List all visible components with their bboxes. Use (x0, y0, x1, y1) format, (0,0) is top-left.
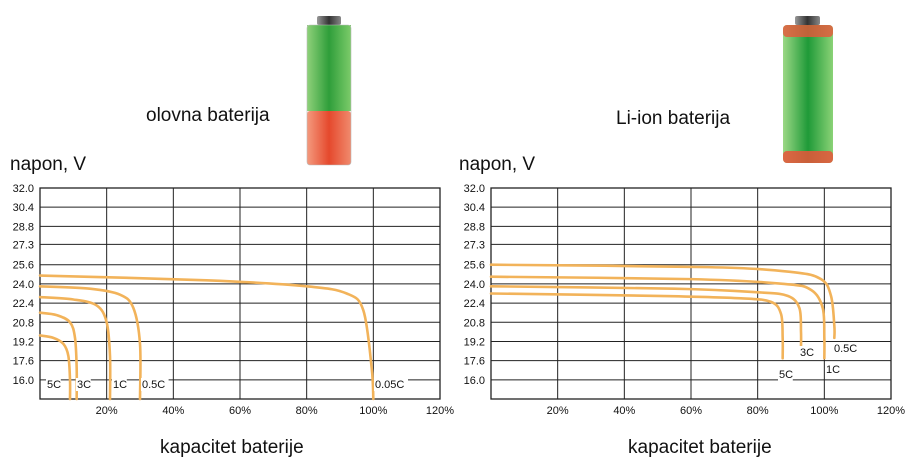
y-tick-label: 32.0 (464, 183, 485, 195)
series-label: 5C (779, 369, 793, 381)
x-tick-label: 80% (296, 405, 318, 417)
x-tick-label: 40% (162, 405, 184, 417)
x-tick-label: 60% (229, 405, 251, 417)
series-label-bg (46, 378, 61, 391)
series-line-1C (38, 295, 112, 401)
series-label: 3C (800, 347, 814, 359)
series-label: 3C (77, 379, 91, 391)
series-line-1C (489, 275, 826, 360)
series-label: 0.5C (142, 379, 165, 391)
y-tick-label: 25.6 (13, 260, 34, 272)
series-label: 1C (826, 364, 840, 376)
series-line-0_05C (38, 274, 375, 401)
series-label: 1C (113, 379, 127, 391)
series-label-bg (799, 346, 814, 359)
series-line-3C (38, 311, 79, 401)
y-tick-label: 16.0 (464, 375, 485, 387)
x-tick-label: 60% (680, 405, 702, 417)
series-label-bg (141, 378, 169, 391)
x-tick-label: 120% (426, 405, 454, 417)
series-label: 5C (47, 379, 61, 391)
x-axis-label: kapacitet baterije (160, 437, 304, 458)
chart-title: olovna baterija (146, 105, 270, 126)
series-label-bg (825, 363, 840, 376)
y-tick-label: 22.4 (464, 298, 485, 310)
y-tick-label: 19.2 (13, 336, 34, 348)
y-tick-label: 32.0 (13, 183, 34, 195)
y-tick-label: 30.4 (13, 202, 34, 214)
chart-title: Li-ion baterija (616, 108, 730, 129)
x-tick-label: 80% (747, 405, 769, 417)
series-label: 0.05C (375, 379, 404, 391)
series-label: 0.5C (834, 343, 857, 355)
x-tick-label: 100% (810, 405, 838, 417)
y-tick-label: 20.8 (464, 317, 485, 329)
y-tick-label: 17.6 (13, 356, 34, 368)
x-tick-label: 20% (547, 405, 569, 417)
lead-acid-battery-icon (306, 16, 352, 166)
y-tick-label: 19.2 (464, 336, 485, 348)
y-tick-label: 22.4 (13, 298, 34, 310)
x-axis-label: kapacitet baterije (628, 437, 772, 458)
y-axis-label: napon, V (10, 154, 86, 175)
li-ion-chart: Li-ion baterija napon, V kapacitet baterij… (459, 108, 905, 458)
series-label-bg (374, 378, 408, 391)
lead-acid-chart: olovna baterija napon, V kapacitet baterij… (10, 105, 454, 458)
y-tick-label: 25.6 (464, 260, 485, 272)
x-tick-label: 120% (877, 405, 905, 417)
series-line-5C (489, 292, 785, 360)
y-tick-label: 17.6 (464, 356, 485, 368)
x-tick-label: 40% (613, 405, 635, 417)
y-tick-label: 27.3 (464, 239, 485, 251)
y-tick-label: 28.8 (13, 221, 34, 233)
series-label-bg (778, 368, 793, 381)
series-label-bg (76, 378, 91, 391)
series-line-0_5C (489, 263, 836, 340)
y-tick-label: 16.0 (13, 375, 34, 387)
series-line-0_5C (38, 285, 142, 401)
series-label-bg (112, 378, 127, 391)
x-tick-label: 100% (359, 405, 387, 417)
x-tick-label: 20% (96, 405, 118, 417)
y-axis-label: napon, V (459, 154, 535, 175)
y-tick-label: 20.8 (13, 317, 34, 329)
y-tick-label: 28.8 (464, 221, 485, 233)
y-tick-label: 24.0 (13, 279, 34, 291)
li-ion-battery-icon (783, 16, 833, 163)
y-tick-label: 30.4 (464, 202, 485, 214)
series-label-bg (833, 342, 861, 355)
series-line-3C (489, 285, 803, 349)
y-tick-label: 27.3 (13, 239, 34, 251)
y-tick-label: 24.0 (464, 279, 485, 291)
plot-frame (39, 187, 441, 400)
series-line-5C (38, 334, 72, 401)
